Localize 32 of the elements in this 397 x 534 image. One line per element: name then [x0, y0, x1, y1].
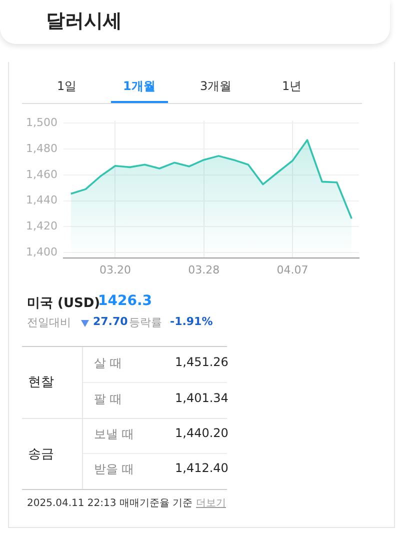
text: 1개월	[123, 78, 156, 95]
text: 2025.04.11 22:13 매매기준율 기준	[27, 497, 193, 510]
text: 미국 (USD)	[27, 296, 100, 312]
text: 더보기	[196, 497, 226, 510]
text: 등락률	[129, 315, 162, 330]
text: 1,412.40	[175, 461, 228, 475]
chart-title: 달러시세	[46, 9, 122, 34]
text: 살 때	[94, 355, 122, 372]
text: 받을 때	[94, 461, 134, 478]
y-tick-label: 1,420	[26, 220, 58, 233]
text: 송금	[28, 446, 54, 463]
text: 1년	[282, 78, 302, 95]
y-tick-label: 1,460	[26, 168, 58, 181]
text: 1,440.20	[175, 426, 228, 440]
text: 1일	[57, 78, 77, 95]
y-tick-label: 1,480	[26, 142, 58, 155]
y-tick-label: 1,500	[26, 116, 58, 130]
text: 3개월	[200, 78, 232, 95]
x-tick-label: 03.28	[188, 263, 220, 276]
text: 보낼 때	[94, 426, 134, 443]
text: -1.91%	[170, 315, 213, 328]
text: 팔 때	[94, 391, 122, 408]
text: 27.70	[93, 315, 128, 328]
y-tick-label: 1,440	[26, 194, 58, 207]
text: 1,401.34	[175, 391, 228, 405]
x-tick-label: 04.07	[276, 263, 308, 276]
text: 전일대비	[27, 315, 71, 330]
text: 현찰	[28, 374, 54, 391]
text: 1426.3	[98, 293, 152, 309]
x-tick-label: 03.20	[99, 263, 131, 276]
y-tick-label: 1,400	[26, 245, 58, 258]
text: 1,451.26	[175, 355, 228, 369]
